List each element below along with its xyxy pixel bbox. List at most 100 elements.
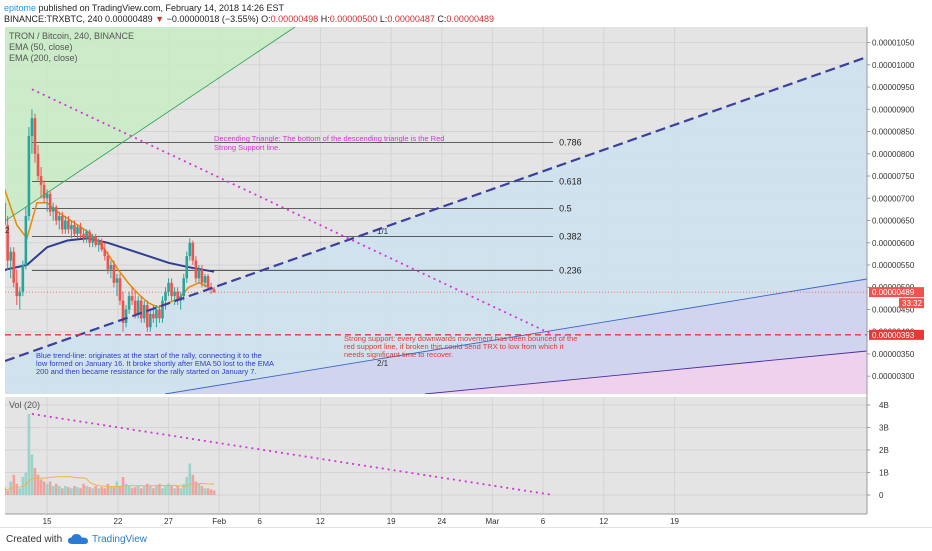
volume-bar (142, 486, 146, 495)
volume-bar (139, 488, 143, 495)
price-tick-label: 0.00000650 (872, 217, 915, 226)
author-link[interactable]: epitome (4, 3, 37, 13)
volume-trend-line[interactable] (31, 413, 554, 496)
price-tick-label: 0.00000450 (872, 305, 915, 314)
candle-body (212, 289, 216, 293)
volume-bar (212, 490, 216, 495)
candle-body (191, 242, 195, 261)
marker-1-1: 1/1 (377, 227, 389, 236)
time-tick-label: 19 (670, 517, 679, 526)
support-text-3: needs significant time to recover. (344, 350, 453, 359)
price-tick-label: 0.00000700 (872, 194, 915, 203)
drawing-lines[interactable] (5, 27, 867, 394)
annotation-triangle[interactable]: Decending Triangle: The bottom of the de… (214, 134, 444, 152)
triangle-text-1: Decending Triangle: The bottom of the de… (214, 134, 444, 143)
candle-body (36, 153, 40, 177)
candle-body (88, 231, 91, 243)
volume-bar (106, 483, 110, 495)
fibonacci-retracement[interactable]: 0.786 0.618 0.5 0.382 0.236 (31, 138, 582, 276)
volume-pane (5, 397, 867, 514)
volume-bar (182, 483, 186, 495)
candle-body (149, 313, 152, 328)
trend-text-1: Blue trend-line: originates at the start… (36, 351, 262, 360)
candle-body (79, 227, 82, 234)
volume-bar (152, 488, 155, 495)
descending-triangle-line (31, 88, 554, 336)
candle-body (164, 291, 167, 301)
volume-bar (155, 486, 158, 495)
volume-bar (64, 486, 67, 495)
volume-axis[interactable]: 4B 3B 2B 1B 0 (867, 401, 889, 500)
volume-bar (54, 483, 58, 495)
candle-body (45, 193, 49, 199)
price-chart-svg[interactable]: 0.786 0.618 0.5 0.382 0.236 TRON / Bitcoin, … (5, 27, 927, 527)
candle-body (146, 305, 149, 328)
annotation-support[interactable]: Strong support: every downwards movement… (344, 334, 577, 359)
volume-bar (115, 481, 119, 495)
ohlc-line: BINANCE:TRXBTC, 240 0.00000489 ▼ −0.0000… (4, 14, 494, 24)
volume-bar (100, 487, 104, 495)
candle-body (109, 264, 113, 270)
candle-body (76, 227, 79, 234)
candle-body (42, 184, 46, 199)
candle-body (67, 220, 70, 230)
low-value: 0.00000487 (387, 14, 435, 24)
fib-level-label: 0.786 (559, 138, 582, 148)
open-label: O: (261, 14, 271, 24)
volume-bar (179, 488, 183, 495)
volume-bar (70, 488, 73, 495)
candle-body (51, 207, 55, 212)
tradingview-brand-link[interactable]: TradingView (92, 534, 148, 545)
marker-2-1: 2/1 (377, 359, 389, 368)
volume-bar (76, 487, 79, 495)
price-tick-label: 0.00000800 (872, 150, 915, 159)
candle-body (54, 207, 58, 221)
candle-body (185, 256, 189, 279)
candle-body (112, 264, 116, 283)
candle-body (194, 260, 198, 279)
candle-body (97, 240, 101, 245)
candle-body (170, 282, 173, 297)
chart-legend: TRON / Bitcoin, 240, BINANCE EMA (50, cl… (9, 31, 134, 410)
candle-body (30, 118, 34, 136)
publish-line: epitome published on TradingView.com, Fe… (4, 3, 284, 13)
down-triangle-icon: ▼ (155, 14, 165, 24)
candle-body (106, 256, 110, 270)
time-tick-label: 22 (114, 517, 123, 526)
volume-bar (48, 481, 52, 495)
candle-body (176, 291, 179, 301)
time-tick-label: 19 (387, 517, 396, 526)
candle-body (61, 216, 64, 230)
volume-bar (146, 483, 149, 495)
publish-info: published on TradingView.com, February 1… (38, 3, 285, 13)
volume-tick-label: 4B (879, 401, 889, 410)
chart-area[interactable]: 0.786 0.618 0.5 0.382 0.236 TRON / Bitcoin, … (5, 27, 927, 527)
close-label: C: (437, 14, 447, 24)
candle-body (182, 278, 186, 297)
volume-bar (39, 479, 43, 495)
candle-body (15, 282, 19, 297)
annotation-trend[interactable]: Blue trend-line: originates at the start… (36, 351, 274, 376)
candle-body (21, 264, 25, 292)
candle-body (94, 236, 97, 245)
volume-bar (82, 483, 85, 495)
time-tick-label: 12 (599, 517, 608, 526)
legend-ema200: EMA (200, close) (9, 53, 78, 63)
volume-bar (167, 483, 170, 495)
candle-body (57, 216, 61, 221)
price-tick-label: 0.00001050 (872, 39, 915, 48)
candle-body (103, 249, 107, 257)
volume-bar (127, 486, 131, 495)
volume-bar (51, 486, 55, 495)
volume-bar (161, 488, 164, 495)
candle-body (64, 220, 67, 230)
volume-bar (97, 488, 101, 495)
candle-body (118, 278, 122, 301)
candle-body (70, 224, 73, 230)
candle-body (155, 309, 158, 319)
triangle-text-2: Strong Support line. (214, 143, 280, 152)
volume-bar (73, 486, 76, 495)
candle-body (136, 300, 140, 314)
time-axis[interactable]: 15 22 27 Feb 6 12 19 24 Mar 6 12 19 (5, 513, 867, 526)
fan-line-lower (164, 278, 867, 394)
